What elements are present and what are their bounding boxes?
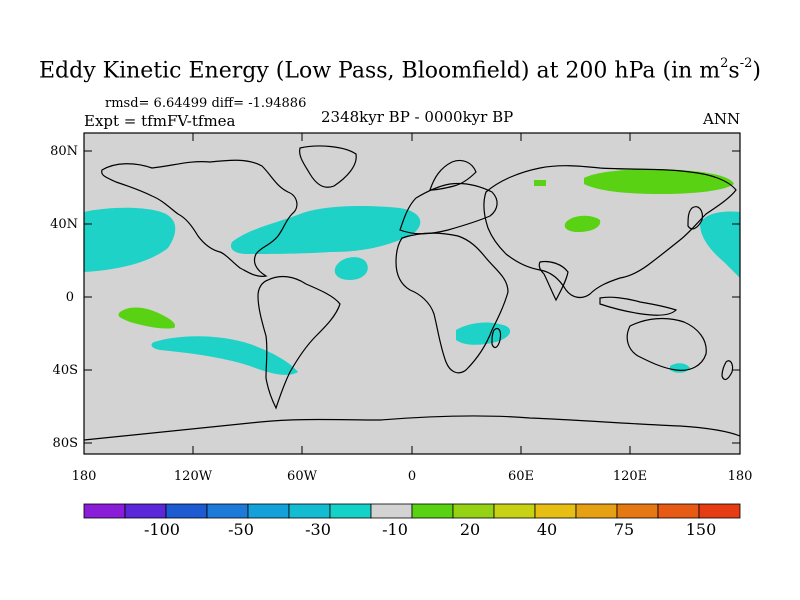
coast-antarctica xyxy=(84,415,740,441)
anomaly-layer xyxy=(84,169,740,375)
coast-australia xyxy=(626,317,707,371)
experiment-label: Expt = tfmFV-tfmea xyxy=(84,112,236,130)
anomaly-small-north xyxy=(534,180,546,186)
lat-label-80n: 80N xyxy=(50,144,78,159)
colorbar-cell xyxy=(493,503,536,519)
coast-madagascar xyxy=(491,327,502,349)
lon-label-120w: 120W xyxy=(174,469,213,484)
anomaly-siberia xyxy=(584,169,734,194)
colorbar-cell xyxy=(124,503,167,519)
coastlines xyxy=(84,145,740,441)
coast-africa xyxy=(395,232,509,374)
coast-scandinavia xyxy=(429,159,477,191)
colorbar-label-7: 75 xyxy=(614,520,634,539)
lon-label-60w: 60W xyxy=(287,469,318,484)
season-label: ANN xyxy=(703,110,741,128)
anomaly-central-asia xyxy=(564,215,601,232)
coast-asia xyxy=(483,165,737,299)
anomaly-south-pacific-positive xyxy=(118,307,176,329)
colorbar-cell xyxy=(370,503,413,519)
lat-label-80s: 80S xyxy=(53,436,78,451)
chart-title: Eddy Kinetic Energy (Low Pass, Bloomfiel… xyxy=(39,56,761,84)
colorbar-cell xyxy=(411,503,454,519)
colorbar-cell xyxy=(83,503,126,519)
coast-japan xyxy=(687,206,703,230)
colorbar-cell xyxy=(329,503,372,519)
colorbar-cell xyxy=(698,503,741,519)
coast-europe xyxy=(399,182,498,235)
coast-greenland xyxy=(299,145,357,188)
colorbar-cell xyxy=(575,503,618,519)
lon-label-120e: 120E xyxy=(613,469,647,484)
period-label: 2348kyr BP - 0000kyr BP xyxy=(321,108,514,126)
lon-label-180e: 180 xyxy=(728,469,753,484)
anomaly-north-pacific-east xyxy=(84,207,176,272)
colorbar-cell xyxy=(616,503,659,519)
colorbar-cell xyxy=(534,503,577,519)
coast-south-america xyxy=(257,275,341,410)
anomaly-south-pacific xyxy=(151,336,298,375)
colorbar-cell xyxy=(247,503,290,519)
coast-india xyxy=(538,260,569,302)
lon-label-60e: 60E xyxy=(508,469,534,484)
colorbar-cell xyxy=(206,503,249,519)
coast-indonesia xyxy=(599,296,678,316)
lon-label-180w: 180 xyxy=(72,469,97,484)
colorbar-label-6: 40 xyxy=(537,520,557,539)
lon-label-0: 0 xyxy=(408,469,416,484)
coast-new-zealand xyxy=(721,360,734,381)
lat-label-40s: 40S xyxy=(53,363,78,378)
coast-north-america xyxy=(101,159,298,277)
colorbar-cell xyxy=(657,503,700,519)
colorbar-cell xyxy=(288,503,331,519)
anomaly-north-atlantic-south xyxy=(334,257,368,280)
anomaly-north-pacific-west xyxy=(700,211,740,278)
lat-label-40n: 40N xyxy=(50,217,78,232)
colorbar-label-4: -10 xyxy=(382,520,408,539)
colorbar-label-8: 150 xyxy=(686,520,717,539)
anomaly-north-atlantic xyxy=(230,206,421,254)
lat-label-0: 0 xyxy=(66,290,74,305)
colorbar-cell xyxy=(452,503,495,519)
colorbar-label-1: -100 xyxy=(144,520,180,539)
colorbar-label-5: 20 xyxy=(460,520,480,539)
stats-text: rmsd= 6.64499 diff= -1.94886 xyxy=(105,96,307,111)
colorbar-cell xyxy=(165,503,208,519)
colorbar xyxy=(83,503,741,519)
axis-ticks xyxy=(84,133,740,454)
colorbar-label-2: -50 xyxy=(228,520,254,539)
colorbar-label-3: -30 xyxy=(305,520,331,539)
